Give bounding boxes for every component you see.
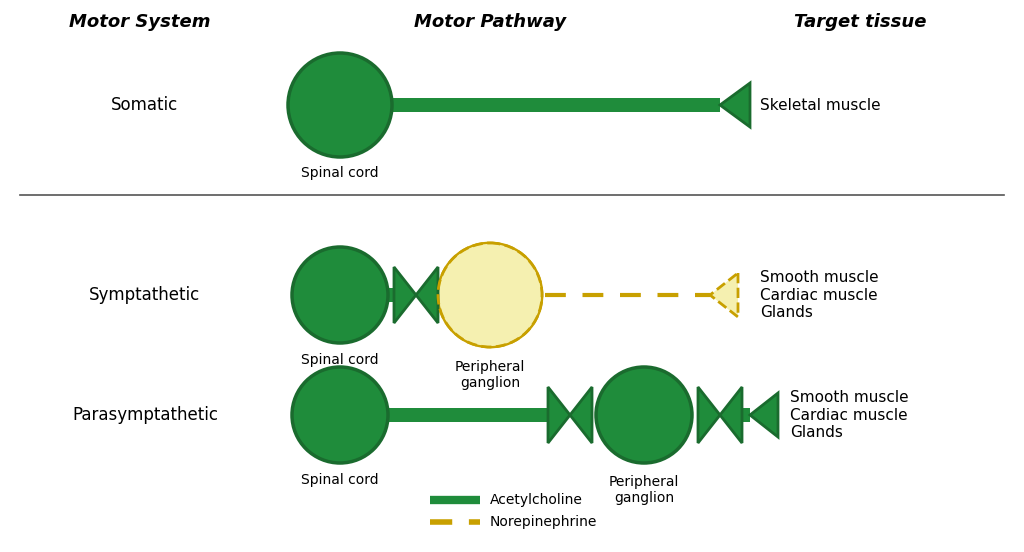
Polygon shape — [388, 408, 548, 422]
Circle shape — [439, 244, 541, 346]
Polygon shape — [750, 393, 778, 437]
Circle shape — [596, 367, 692, 463]
Polygon shape — [388, 288, 394, 302]
Text: Skeletal muscle: Skeletal muscle — [760, 98, 881, 113]
Circle shape — [292, 247, 388, 343]
Text: Parasymptathetic: Parasymptathetic — [72, 406, 218, 424]
Polygon shape — [720, 83, 750, 127]
Text: Peripheral
ganglion: Peripheral ganglion — [609, 475, 679, 505]
Text: Target tissue: Target tissue — [794, 13, 927, 31]
Polygon shape — [742, 408, 750, 422]
Text: Motor Pathway: Motor Pathway — [414, 13, 566, 31]
Polygon shape — [720, 387, 742, 443]
Text: Spinal cord: Spinal cord — [301, 166, 379, 180]
Circle shape — [292, 367, 388, 463]
Text: Peripheral
ganglion: Peripheral ganglion — [455, 360, 525, 390]
Polygon shape — [570, 387, 592, 443]
Text: Smooth muscle
Cardiac muscle
Glands: Smooth muscle Cardiac muscle Glands — [760, 270, 879, 320]
Text: Norepinephrine: Norepinephrine — [490, 515, 597, 529]
Polygon shape — [392, 98, 720, 112]
Text: Spinal cord: Spinal cord — [301, 473, 379, 487]
Text: Spinal cord: Spinal cord — [301, 353, 379, 367]
Polygon shape — [548, 387, 570, 443]
Polygon shape — [416, 267, 438, 323]
Text: Symptathetic: Symptathetic — [89, 286, 201, 304]
Polygon shape — [698, 387, 720, 443]
Text: Smooth muscle
Cardiac muscle
Glands: Smooth muscle Cardiac muscle Glands — [790, 390, 908, 440]
Text: Somatic: Somatic — [112, 96, 178, 114]
Circle shape — [288, 53, 392, 157]
Text: Motor System: Motor System — [70, 13, 211, 31]
Polygon shape — [394, 267, 416, 323]
Text: Acetylcholine: Acetylcholine — [490, 493, 583, 507]
Polygon shape — [710, 273, 738, 317]
Circle shape — [438, 243, 542, 347]
